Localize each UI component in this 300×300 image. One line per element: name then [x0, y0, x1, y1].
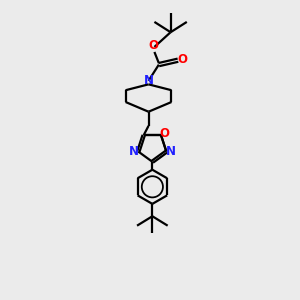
Text: N: N [144, 74, 154, 87]
Text: N: N [166, 145, 176, 158]
Text: O: O [148, 39, 158, 52]
Text: N: N [129, 145, 139, 158]
Text: O: O [177, 52, 188, 65]
Text: O: O [160, 127, 170, 140]
